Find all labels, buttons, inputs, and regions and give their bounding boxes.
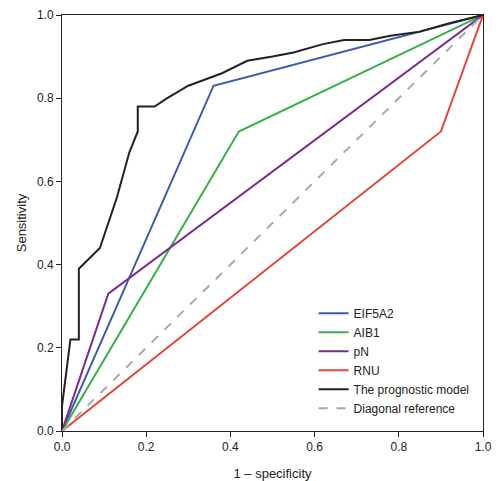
svg-text:RNU: RNU <box>354 364 380 378</box>
svg-text:The prognostic model: The prognostic model <box>354 383 469 397</box>
svg-text:0.2: 0.2 <box>37 341 54 355</box>
svg-text:0.4: 0.4 <box>37 258 54 272</box>
svg-text:1 – specificity: 1 – specificity <box>233 466 312 481</box>
svg-text:0.6: 0.6 <box>306 440 323 454</box>
svg-text:pN: pN <box>354 345 369 359</box>
svg-text:1.0: 1.0 <box>475 440 492 454</box>
svg-text:AIB1: AIB1 <box>354 326 380 340</box>
svg-text:0.4: 0.4 <box>222 440 239 454</box>
svg-text:0.8: 0.8 <box>37 91 54 105</box>
svg-text:EIF5A2: EIF5A2 <box>354 307 394 321</box>
svg-text:0.8: 0.8 <box>390 440 407 454</box>
svg-text:0.0: 0.0 <box>37 424 54 438</box>
svg-text:Diagonal reference: Diagonal reference <box>354 402 456 416</box>
svg-text:0.2: 0.2 <box>138 440 155 454</box>
svg-text:0.6: 0.6 <box>37 175 54 189</box>
svg-text:1.0: 1.0 <box>37 8 54 22</box>
svg-text:Sensitivity: Sensitivity <box>14 193 29 252</box>
svg-text:0.0: 0.0 <box>54 440 71 454</box>
